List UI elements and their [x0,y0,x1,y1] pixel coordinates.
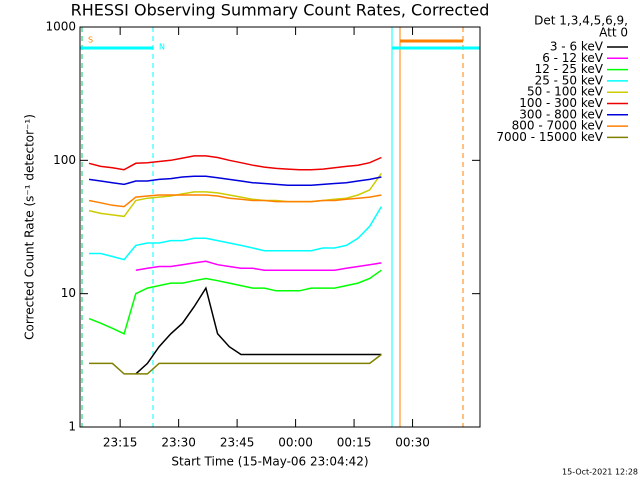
footer: 15-Oct-2021 12:28 [562,468,638,477]
annotation: S [88,36,93,45]
legend-label: 7000 - 15000 keV [496,130,603,144]
legend-label: 300 - 800 keV [519,107,603,121]
y-tick-label: 100 [53,153,76,167]
series-line [88,269,382,335]
y-tick-label: 10 [61,286,76,300]
legend-label: 800 - 7000 keV [512,119,604,133]
x-tick-label: 23:45 [220,436,255,450]
x-tick-label: 23:15 [103,436,138,450]
annotation: N [159,43,165,52]
legend-label: 3 - 6 keV [550,40,604,54]
x-tick-label: 00:15 [337,436,372,450]
x-tick-label: 00:30 [395,436,430,450]
series-line [89,353,382,375]
legend-header: Att 0 [599,26,628,40]
x-tick-label: 23:30 [161,436,196,450]
y-axis-label: Corrected Count Rate (s⁻¹ detector⁻¹) [23,114,37,340]
legend-label: 6 - 12 keV [542,51,604,65]
series-line [135,286,382,375]
series-line [135,260,382,271]
y-tick-label: 1 [68,420,76,434]
y-tick-label: 1000 [45,20,76,34]
chart-title: RHESSI Observing Summary Count Rates, Co… [71,1,490,20]
x-axis-label: Start Time (15-May-06 23:04:42) [171,455,368,469]
series-line [88,175,382,187]
plot-frame [79,26,481,428]
legend-header: Det 1,3,4,5,6,9, [534,14,628,28]
series-line [88,194,382,208]
legend-label: 50 - 100 keV [527,85,604,99]
legend-label: 12 - 25 keV [535,62,604,76]
x-tick-label: 00:00 [278,436,313,450]
legend-label: 25 - 50 keV [535,73,604,87]
legend-label: 100 - 300 keV [519,96,603,110]
series-line [89,206,383,261]
series-line [88,155,382,171]
series-line [88,172,383,218]
markers [80,27,480,427]
